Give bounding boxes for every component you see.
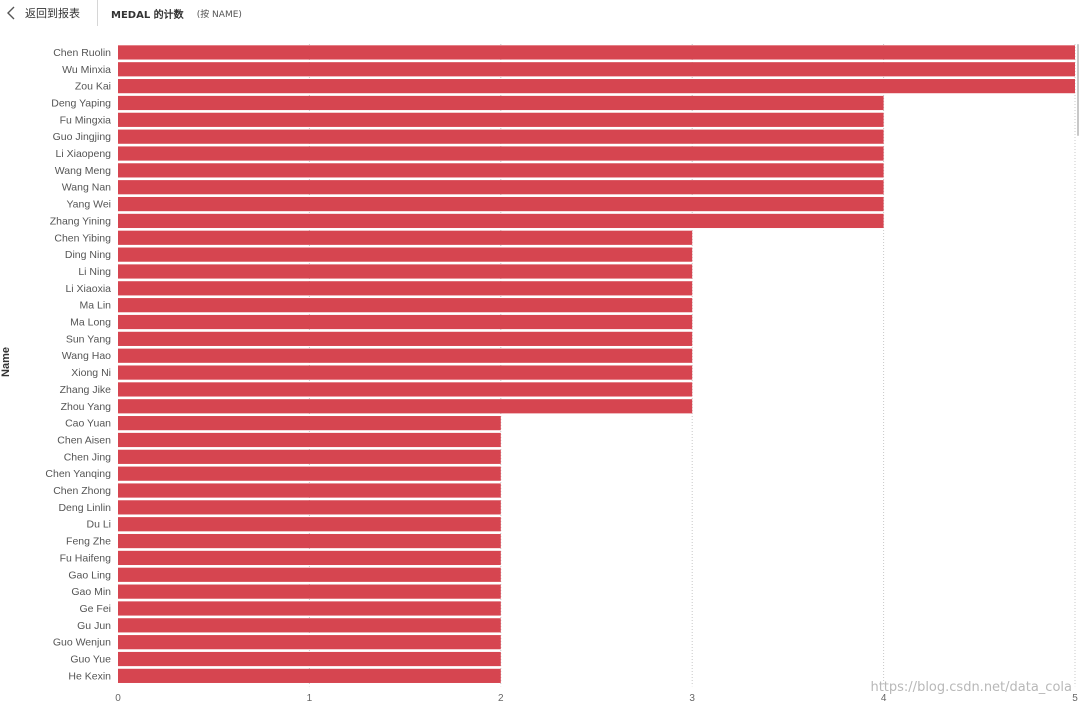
bar[interactable]	[118, 500, 501, 515]
y-tick-label: Fu Haifeng	[60, 552, 112, 564]
y-tick-label: Zou Kai	[75, 81, 111, 93]
bar[interactable]	[118, 79, 1075, 94]
y-tick-label: Cao Yuan	[65, 418, 111, 430]
bar[interactable]	[118, 382, 693, 397]
y-tick-label: Zhang Yining	[50, 215, 111, 227]
y-tick-label: Gao Min	[71, 586, 111, 598]
y-tick-label: Gao Ling	[68, 569, 111, 581]
bar[interactable]	[118, 668, 501, 683]
bar[interactable]	[118, 348, 693, 363]
bar[interactable]	[118, 163, 884, 178]
bar[interactable]	[118, 281, 693, 296]
bar[interactable]	[118, 466, 501, 481]
bar[interactable]	[118, 45, 1075, 60]
vertical-scrollbar[interactable]	[1077, 44, 1079, 136]
chevron-left-icon	[6, 6, 16, 20]
y-tick-label: Chen Yanqing	[45, 468, 111, 480]
bar[interactable]	[118, 365, 693, 380]
y-tick-label: Ma Lin	[79, 300, 111, 312]
x-tick-label: 2	[498, 693, 504, 704]
y-tick-label: Wu Minxia	[62, 64, 111, 76]
bar[interactable]	[118, 517, 501, 532]
bar[interactable]	[118, 533, 501, 549]
y-tick-label: Deng Yaping	[51, 97, 111, 109]
bar[interactable]	[118, 432, 501, 448]
bar[interactable]	[118, 618, 501, 633]
y-tick-label: He Kexin	[68, 670, 111, 682]
y-tick-label: Li Xiaopeng	[56, 148, 112, 160]
y-tick-label: Zhou Yang	[61, 401, 112, 413]
y-tick-label: Chen Zhong	[53, 485, 111, 497]
visual-subtitle: (按 NAME)	[196, 9, 242, 20]
bar[interactable]	[118, 62, 1075, 77]
x-tick-label: 3	[689, 693, 695, 704]
y-tick-label: Ge Fei	[79, 603, 111, 615]
bar[interactable]	[118, 146, 884, 161]
header-divider	[97, 0, 98, 26]
watermark-text: https://blog.csdn.net/data_cola	[870, 680, 1072, 695]
visual-title: MEDAL 的计数	[111, 9, 184, 21]
y-tick-label: Yang Wei	[66, 199, 111, 211]
y-tick-label: Fu Mingxia	[60, 114, 112, 126]
back-to-report-label: 返回到报表	[25, 7, 80, 20]
y-tick-label: Sun Yang	[66, 333, 111, 345]
bar[interactable]	[118, 298, 693, 313]
bar[interactable]	[118, 416, 501, 431]
x-tick-label: 1	[307, 693, 313, 704]
y-tick-label: Feng Zhe	[66, 536, 111, 548]
top-bar: 返回到报表 MEDAL 的计数 (按 NAME)	[0, 0, 1080, 26]
x-tick-label: 0	[115, 693, 121, 704]
y-tick-label: Wang Hao	[62, 350, 111, 362]
y-tick-label: Deng Linlin	[58, 502, 111, 514]
y-tick-label: Wang Nan	[62, 182, 111, 194]
x-tick-label: 4	[881, 693, 887, 704]
y-tick-label: Ma Long	[70, 317, 111, 329]
bar[interactable]	[118, 230, 693, 245]
y-tick-label: Zhang Jike	[60, 384, 112, 396]
y-tick-label: Guo Wenjun	[53, 637, 111, 649]
y-tick-label: Chen Jing	[64, 451, 111, 463]
bar[interactable]	[118, 399, 693, 414]
y-tick-label: Chen Aisen	[57, 434, 111, 446]
bar[interactable]	[118, 213, 884, 229]
bar[interactable]	[118, 314, 693, 330]
y-tick-label: Li Ning	[78, 266, 111, 278]
bar[interactable]	[118, 483, 501, 498]
y-tick-label: Gu Jun	[77, 620, 111, 632]
bar[interactable]	[118, 129, 884, 144]
y-tick-label: Chen Yibing	[54, 232, 111, 244]
bar[interactable]	[118, 95, 884, 111]
bar[interactable]	[118, 449, 501, 464]
bar[interactable]	[118, 601, 501, 616]
y-tick-label: Xiong Ni	[71, 367, 111, 379]
bar[interactable]	[118, 567, 501, 582]
y-tick-label: Ding Ning	[65, 249, 111, 261]
bar[interactable]	[118, 112, 884, 127]
y-tick-label: Guo Jingjing	[53, 131, 112, 143]
bar[interactable]	[118, 247, 693, 262]
bar[interactable]	[118, 550, 501, 566]
y-tick-label: Du Li	[86, 519, 111, 531]
y-tick-label: Guo Yue	[70, 654, 111, 666]
bar[interactable]	[118, 584, 501, 599]
bar[interactable]	[118, 180, 884, 195]
y-tick-label: Chen Ruolin	[53, 47, 111, 59]
x-tick-label: 5	[1072, 693, 1078, 704]
bar[interactable]	[118, 331, 693, 346]
bar[interactable]	[118, 264, 693, 279]
bar[interactable]	[118, 196, 884, 212]
bar[interactable]	[118, 651, 501, 667]
y-tick-label: Wang Meng	[55, 165, 111, 177]
y-tick-label: Li Xiaoxia	[65, 283, 111, 295]
back-to-report-button[interactable]: 返回到报表	[0, 0, 80, 26]
bar[interactable]	[118, 635, 501, 650]
